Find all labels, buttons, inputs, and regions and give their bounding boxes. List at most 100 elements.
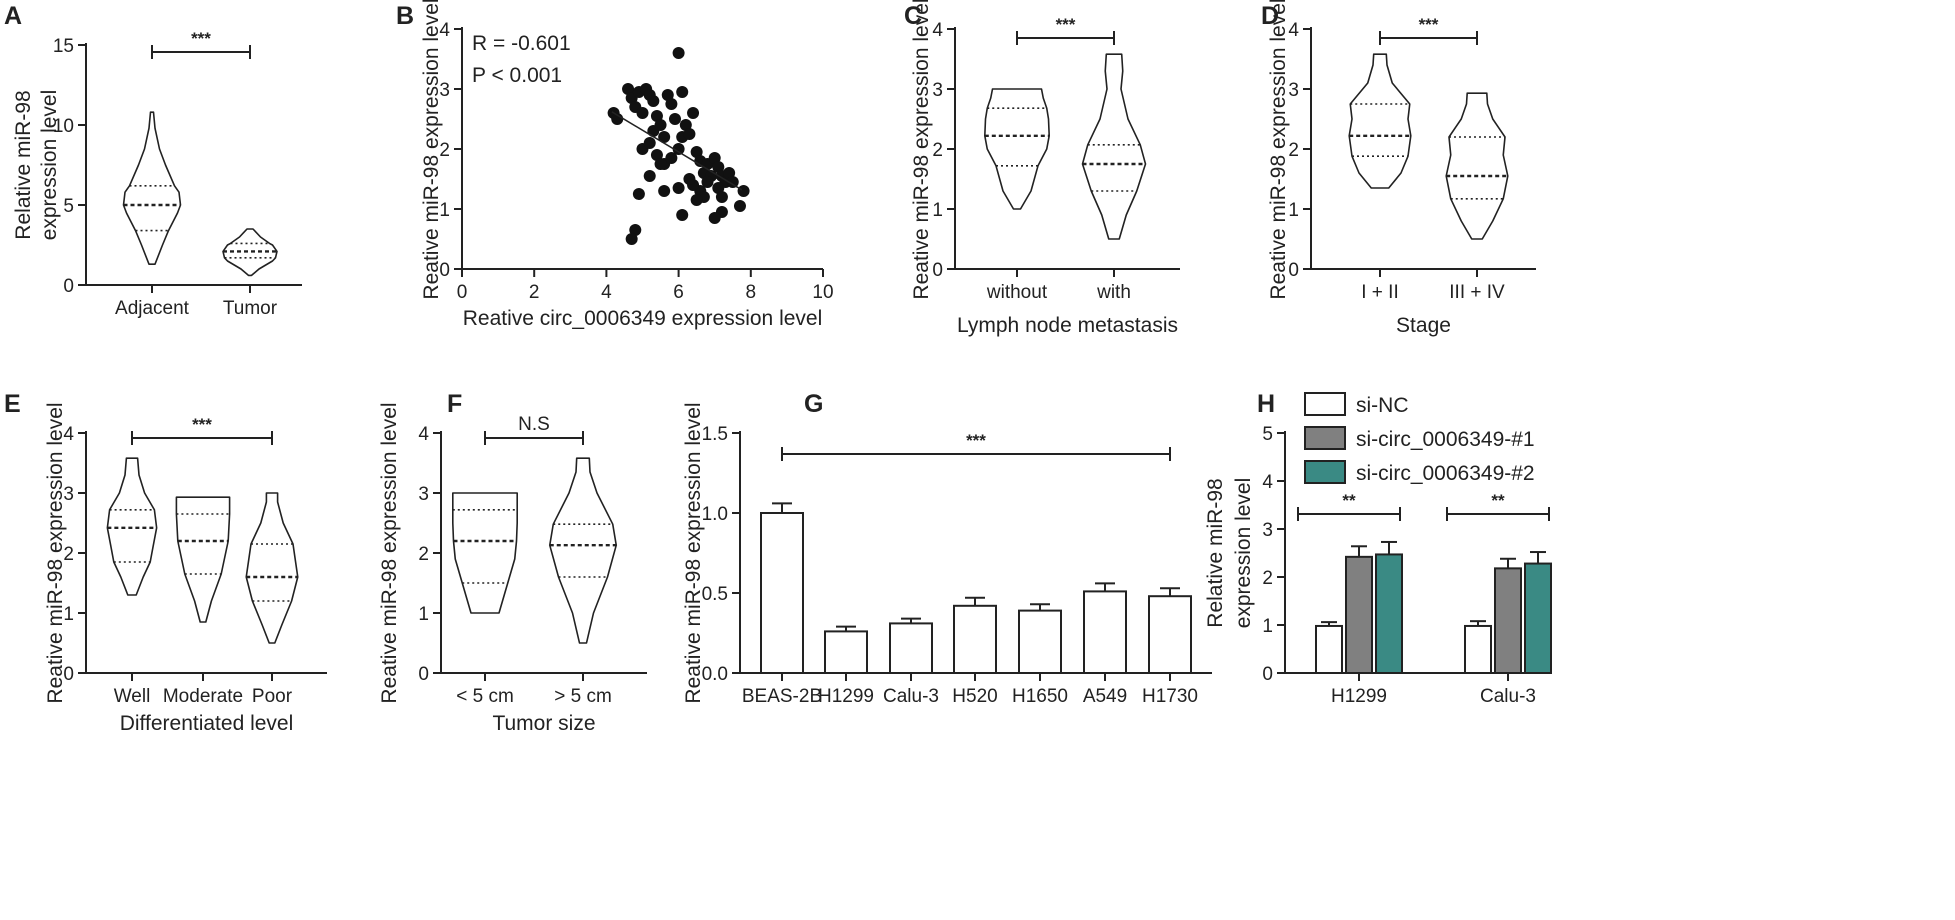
panel-letter: D <box>1261 2 1279 30</box>
y-tick-label: 0.0 <box>702 664 728 685</box>
violin-shape <box>1348 53 1412 189</box>
data-point <box>737 185 750 197</box>
violin-shape <box>1445 92 1509 240</box>
significance-label: ** <box>1491 491 1505 510</box>
data-point <box>708 212 721 224</box>
x-tick-label: H1299 <box>818 686 874 707</box>
bar <box>1148 595 1192 675</box>
data-point <box>643 137 656 149</box>
x-tick-label: H520 <box>952 686 997 707</box>
data-point <box>650 149 663 161</box>
bar <box>1464 624 1492 675</box>
y-tick-label: 3 <box>439 80 450 101</box>
y-axis-title: Reative miR-98 expression level <box>682 402 705 703</box>
data-point <box>643 170 656 182</box>
x-axis-title: Differentiated level <box>120 712 294 735</box>
data-point <box>665 98 678 110</box>
data-point <box>661 89 674 101</box>
y-tick-label: 4 <box>1262 472 1273 493</box>
x-tick-label: I + II <box>1361 282 1399 303</box>
significance-label: *** <box>191 29 211 48</box>
panel-letter: H <box>1257 390 1275 418</box>
x-tick-label: 2 <box>529 282 540 303</box>
x-tick-label: 0 <box>457 282 468 303</box>
x-tick-label: with <box>1096 282 1131 303</box>
data-point <box>726 176 739 188</box>
panel-letter: G <box>804 390 823 418</box>
data-point <box>708 152 721 164</box>
y-tick-label: 5 <box>1262 424 1273 445</box>
y-tick-label: 4 <box>418 424 429 445</box>
y-tick-label: 1 <box>1288 200 1299 221</box>
data-point <box>683 173 696 185</box>
violin-shape <box>984 88 1050 210</box>
x-tick-label: Adjacent <box>115 298 190 319</box>
y-tick-label: 0 <box>63 664 74 685</box>
y-axis-title: Reative miR-98 expression level <box>910 0 933 300</box>
bar <box>1083 590 1127 675</box>
data-point <box>712 182 725 194</box>
x-tick-label: H1730 <box>1142 686 1198 707</box>
panel-letter: B <box>396 2 414 30</box>
data-point <box>676 86 689 98</box>
bar <box>1345 555 1373 675</box>
x-tick-label: Tumor <box>223 298 278 319</box>
x-tick-label: A549 <box>1083 686 1127 707</box>
y-tick-label: 4 <box>1288 20 1299 41</box>
y-tick-label: 0 <box>418 664 429 685</box>
y-tick-label: 3 <box>1262 520 1273 541</box>
y-tick-label: 0 <box>1262 664 1273 685</box>
y-axis-title: expression level <box>1232 478 1255 629</box>
data-point <box>733 200 746 212</box>
x-axis-title: Lymph node metastasis <box>957 314 1178 337</box>
y-tick-label: 4 <box>932 20 943 41</box>
y-axis-title: Reative miR-98 expression level <box>420 0 443 300</box>
y-tick-label: 1.5 <box>702 424 728 445</box>
y-tick-label: 4 <box>63 424 74 445</box>
significance-label: N.S <box>518 414 550 435</box>
violin-shape <box>245 492 299 644</box>
y-tick-label: 3 <box>63 484 74 505</box>
data-point <box>654 119 667 131</box>
y-tick-label: 0 <box>1288 260 1299 281</box>
significance-label: *** <box>192 415 212 434</box>
y-tick-label: 0.5 <box>702 584 728 605</box>
y-tick-label: 0 <box>439 260 450 281</box>
stat-annotation: R = -0.601 <box>472 32 571 55</box>
legend-swatch <box>1304 392 1346 416</box>
y-tick-label: 1 <box>1262 616 1273 637</box>
y-tick-label: 2 <box>63 544 74 565</box>
x-tick-label: 4 <box>601 282 612 303</box>
bar <box>889 622 933 675</box>
y-axis-title: Reative miR-98 expression level <box>1267 0 1290 300</box>
x-tick-label: Moderate <box>163 686 243 707</box>
data-point <box>690 194 703 206</box>
data-point <box>672 143 685 155</box>
data-point <box>715 191 728 203</box>
data-point <box>672 182 685 194</box>
y-tick-label: 10 <box>53 116 74 137</box>
violin-shape <box>175 496 231 623</box>
bar <box>1494 567 1522 674</box>
y-axis-title: Reative miR-98 expression level <box>378 402 401 703</box>
y-axis-title: Relative miR-98 <box>1204 478 1227 627</box>
data-point <box>683 128 696 140</box>
x-tick-label: < 5 cm <box>456 686 514 707</box>
bar <box>1018 609 1062 674</box>
y-tick-label: 1 <box>63 604 74 625</box>
x-tick-label: Well <box>114 686 151 707</box>
x-tick-label: 10 <box>812 282 833 303</box>
y-tick-label: 2 <box>932 140 943 161</box>
bar <box>1524 562 1552 674</box>
violin-shape <box>452 492 518 614</box>
violin-shape <box>548 457 618 644</box>
x-axis-title: Reative circ_0006349 expression level <box>463 307 823 330</box>
x-tick-label: Calu-3 <box>883 686 939 707</box>
y-tick-label: 3 <box>1288 80 1299 101</box>
data-point <box>679 119 692 131</box>
y-tick-label: 2 <box>439 140 450 161</box>
x-tick-label: without <box>986 282 1048 303</box>
panel-letter: E <box>4 390 21 418</box>
violin-shape <box>1081 53 1147 240</box>
